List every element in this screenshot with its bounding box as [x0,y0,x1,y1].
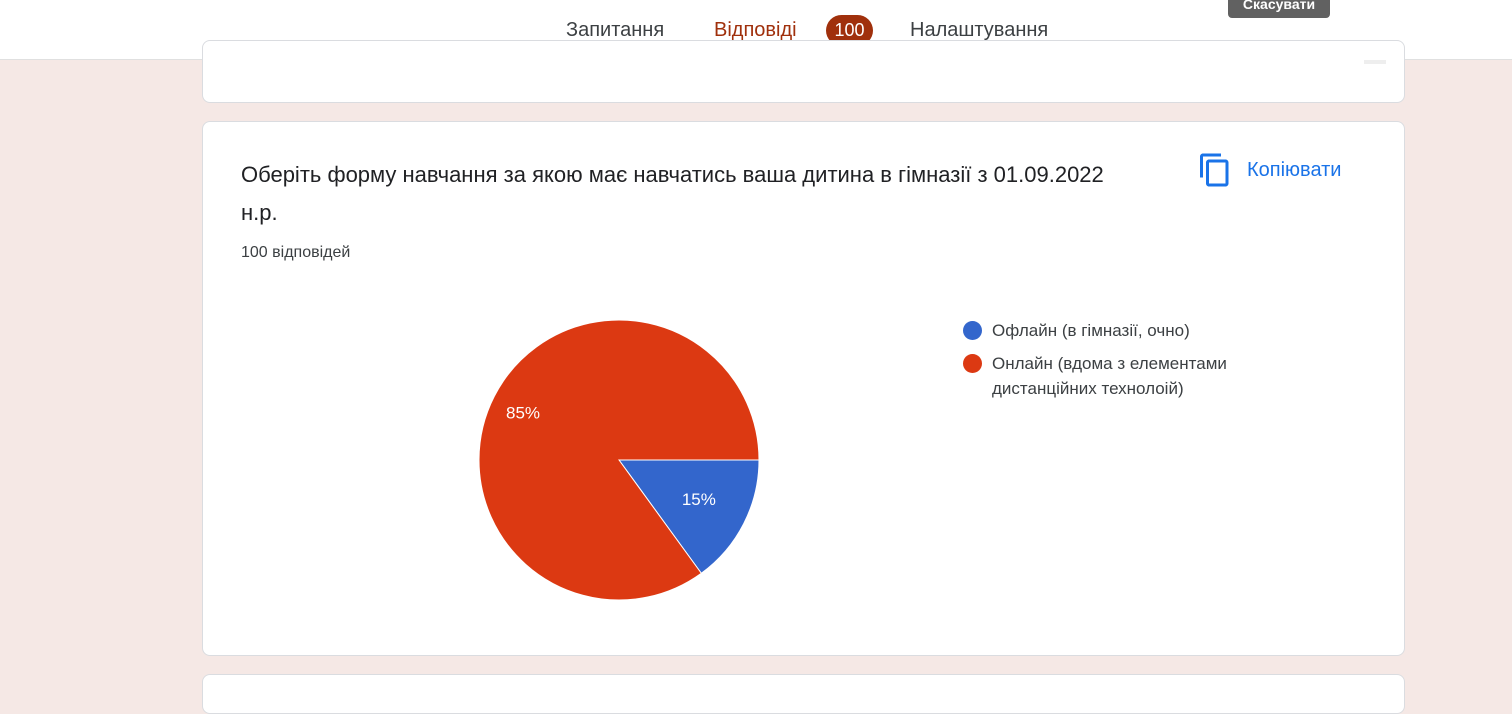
question-summary-card: Оберіть форму навчання за якою має навча… [202,121,1405,656]
pie-slice-online[interactable] [478,319,760,601]
legend-item-online[interactable]: Онлайн (вдома з елементами дистанційних … [963,351,1263,401]
legend-item-offline[interactable]: Офлайн (в гімназії, очно) [963,318,1263,343]
legend-label-offline: Офлайн (в гімназії, очно) [992,321,1190,340]
copy-icon [1200,153,1229,187]
legend-swatch-offline [963,321,982,340]
pie-chart: 15% 85% [478,319,760,601]
response-count: 100 відповідей [241,244,351,261]
pie-slice-offline[interactable] [618,459,760,574]
cancel-button[interactable]: Скасувати [1228,0,1330,18]
tab-questions[interactable]: Запитання [566,18,665,41]
copy-button-label: Копіювати [1247,158,1342,181]
question-title: Оберіть форму навчання за якою має навча… [241,162,1104,225]
tab-responses[interactable]: Відповіді [714,18,797,41]
next-question-card [202,674,1405,714]
chart-legend: Офлайн (в гімназії, очно) Онлайн (вдома … [963,318,1263,409]
legend-swatch-online [963,354,982,373]
legend-label-online: Онлайн (вдома з елементами дистанційних … [992,354,1227,398]
card-corner-control [1364,60,1386,64]
copy-chart-button[interactable]: Копіювати [1197,150,1341,190]
pie-label-online: 85% [506,403,540,422]
previous-question-card [202,40,1405,103]
tab-settings[interactable]: Налаштування [910,18,1049,41]
pie-label-offline: 15% [682,490,716,509]
